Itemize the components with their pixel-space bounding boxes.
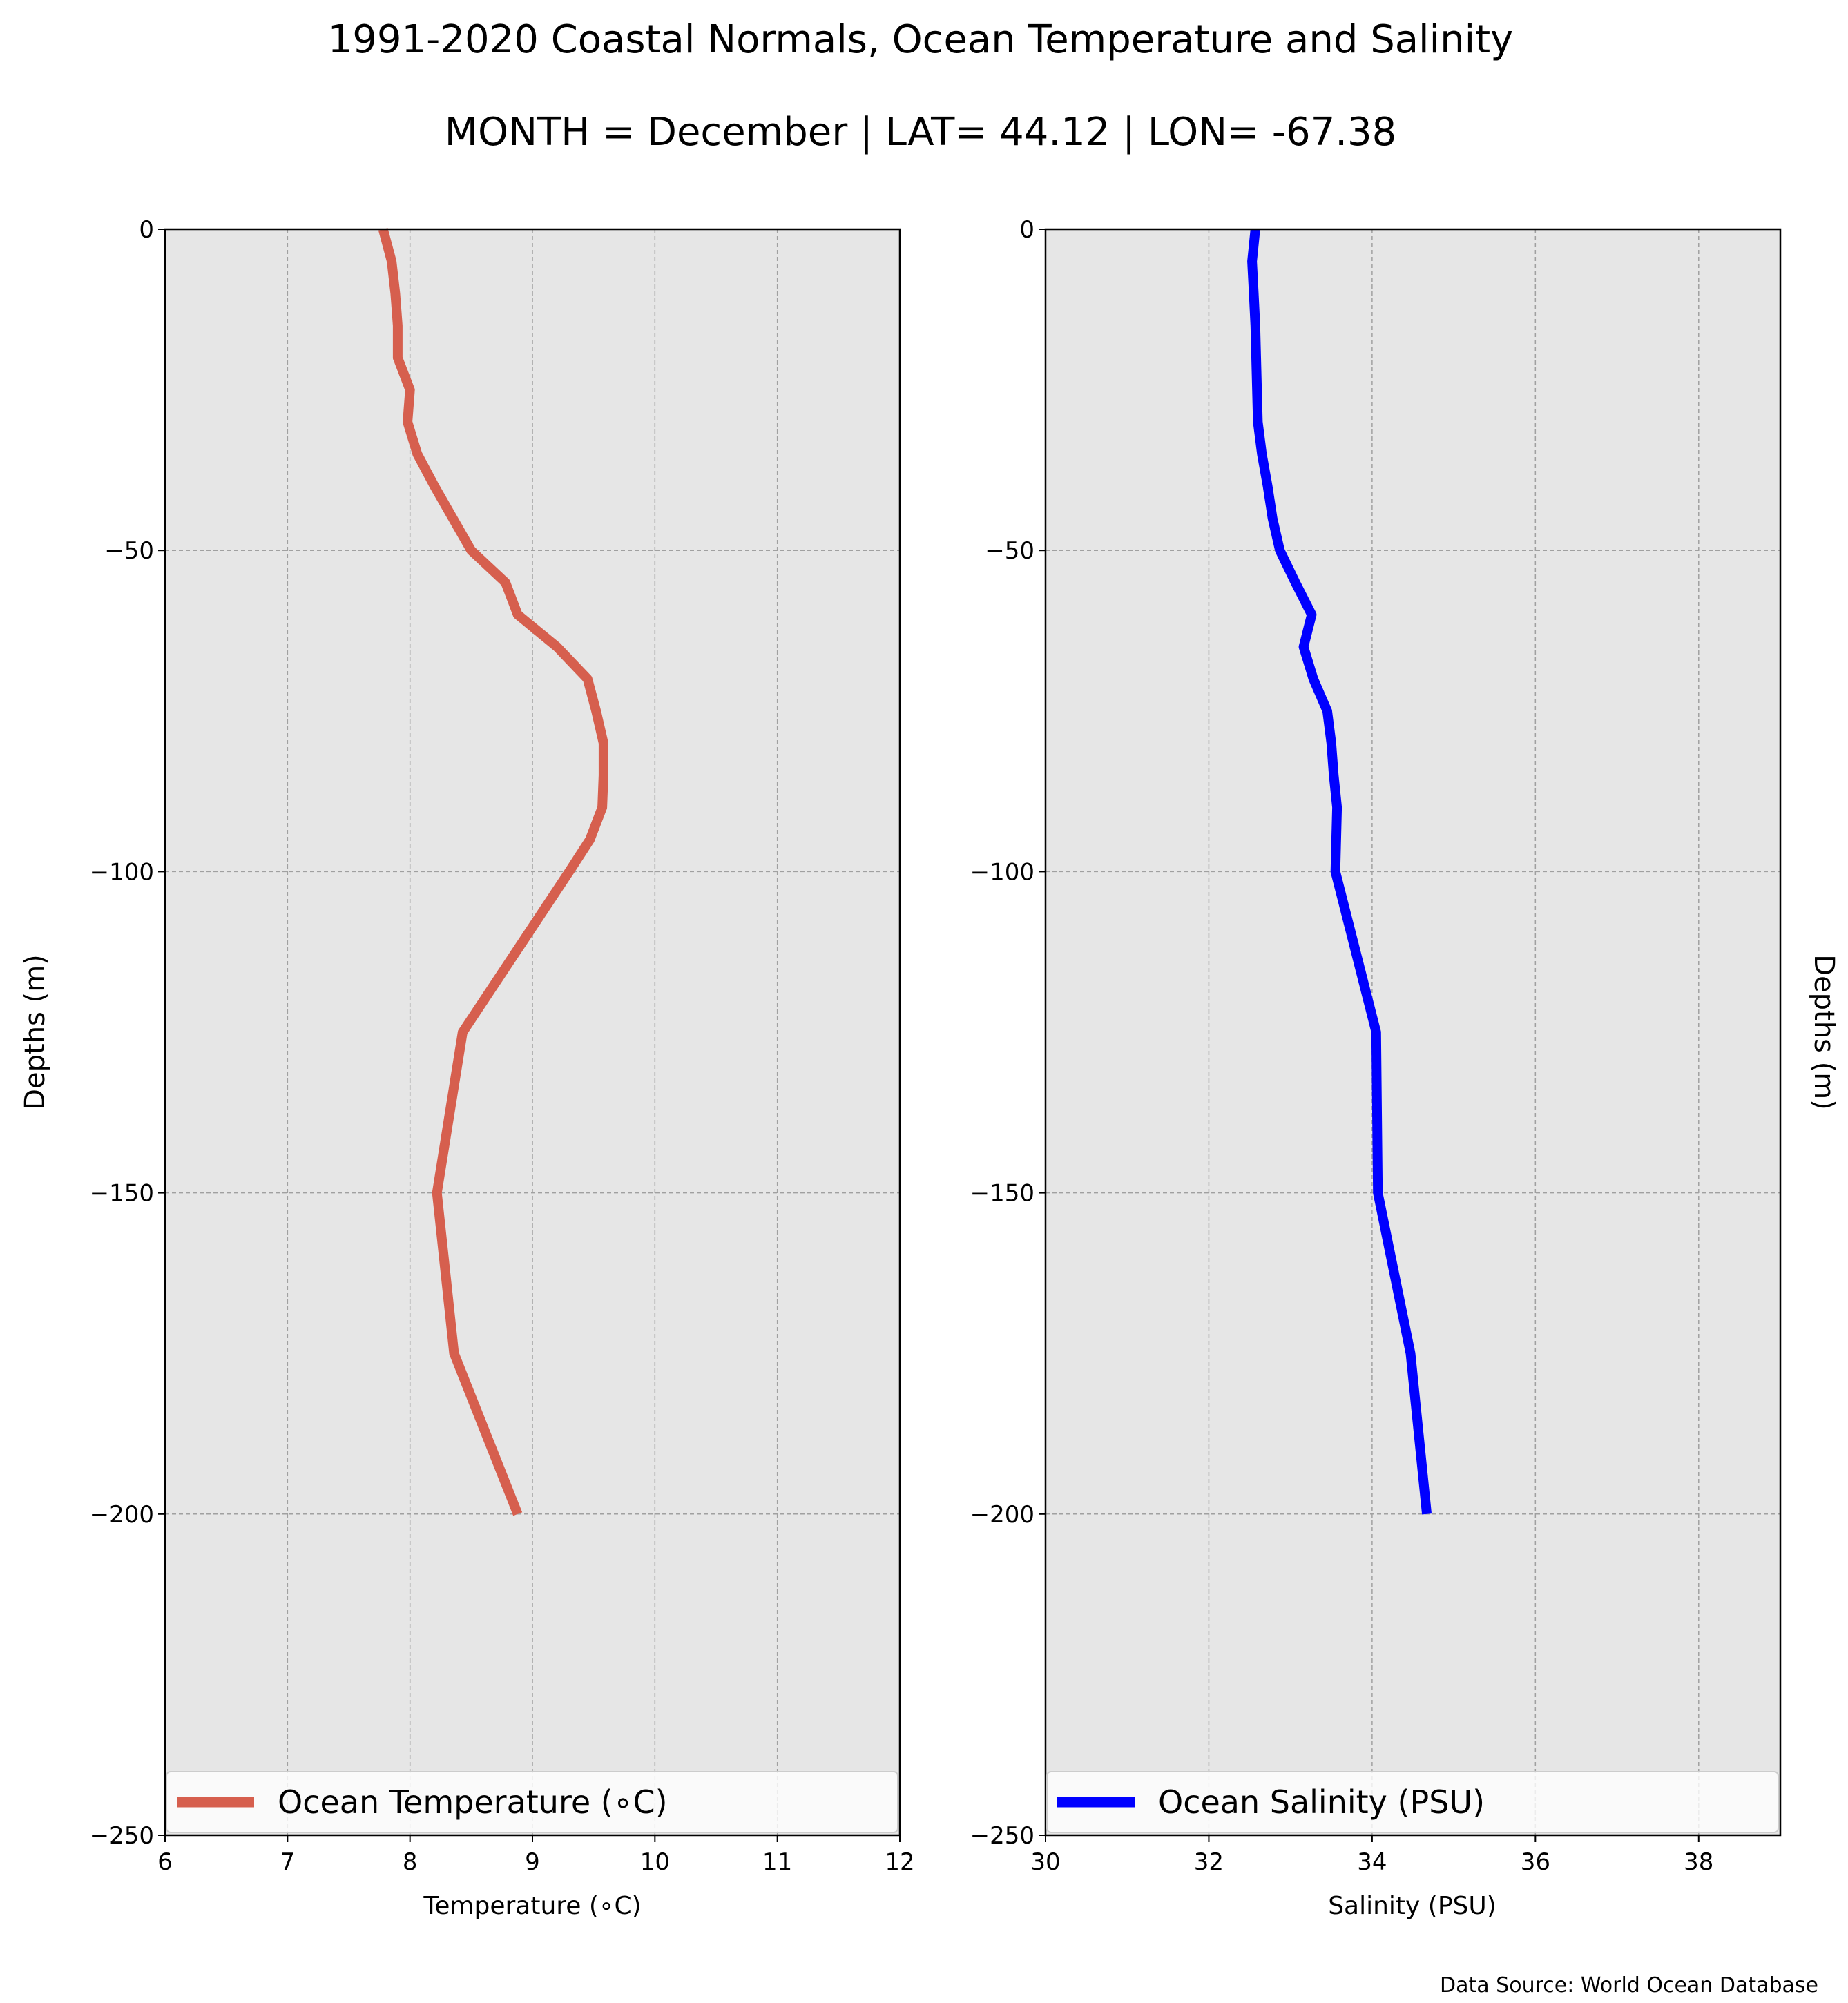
salinity-x-tick-label: 36 [1521, 1848, 1550, 1876]
temperature-x-tick-label: 10 [640, 1848, 670, 1876]
salinity-y-tick-label: −200 [970, 1501, 1034, 1529]
salinity-series [1247, 229, 1432, 1515]
temperature-y-tick-label: −150 [90, 1180, 154, 1208]
temperature-legend-box [166, 1771, 898, 1833]
salinity-x-tick-label: 30 [1030, 1848, 1060, 1876]
temperature-x-tick-label: 12 [885, 1848, 914, 1876]
salinity-x-tick-label: 34 [1357, 1848, 1387, 1876]
temperature-y-axis-label: Depths (m) [19, 954, 51, 1110]
temperature-series [378, 228, 608, 1516]
salinity-y-tick-label: −250 [970, 1822, 1034, 1850]
temperature-x-tick-label: 9 [525, 1848, 540, 1876]
salinity-y-ticks: 0 −50 −100 −150 −200 −250 [970, 216, 1046, 1850]
temperature-x-tick-label: 6 [157, 1848, 173, 1876]
salinity-x-tick-label: 32 [1194, 1848, 1224, 1876]
temperature-legend-label: Ocean Temperature (∘C) [278, 1783, 668, 1821]
temperature-y-tick-label: −50 [104, 537, 154, 565]
temperature-y-tick-label: −200 [90, 1501, 154, 1529]
salinity-x-ticks: 30 32 34 36 38 [1030, 1835, 1713, 1876]
temperature-profile-line [378, 228, 608, 1516]
salinity-x-axis-label: Salinity (PSU) [1328, 1892, 1496, 1920]
temperature-x-tick-label: 7 [280, 1848, 296, 1876]
temperature-legend: Ocean Temperature (∘C) [166, 1771, 898, 1833]
chart-subtitle: MONTH = December | LAT= 44.12 | LON= -67… [445, 110, 1397, 155]
temperature-x-tick-label: 8 [403, 1848, 418, 1876]
salinity-legend-box [1046, 1771, 1779, 1833]
temperature-grid [165, 229, 900, 1835]
salinity-plot-frame [1044, 228, 1782, 1837]
temperature-y-tick-label: 0 [139, 216, 154, 244]
temperature-y-tick-label: −250 [90, 1822, 154, 1850]
salinity-y-tick-label: 0 [1019, 216, 1034, 244]
data-source-note: Data Source: World Ocean Database [1440, 1973, 1818, 1997]
temperature-x-tick-label: 11 [762, 1848, 792, 1876]
salinity-y-axis-label: Depths (m) [1808, 954, 1840, 1110]
salinity-profile-line [1247, 229, 1432, 1515]
salinity-panel: 30 32 34 36 38 0 −50 −100 −150 −200 −250 Salinity… [970, 216, 1840, 1920]
temperature-x-axis-label: Temperature (∘C) [423, 1892, 641, 1920]
salinity-legend-label: Ocean Salinity (PSU) [1158, 1783, 1485, 1821]
salinity-y-tick-label: −50 [985, 537, 1034, 565]
temperature-x-ticks: 6 7 8 9 10 11 12 [157, 1835, 915, 1876]
temperature-y-ticks: 0 −50 −100 −150 −200 −250 [90, 216, 165, 1850]
chart-title: 1991-2020 Coastal Normals, Ocean Tempera… [328, 17, 1514, 62]
temperature-y-tick-label: −100 [90, 858, 154, 886]
salinity-y-tick-label: −150 [970, 1180, 1034, 1208]
salinity-y-tick-label: −100 [970, 858, 1034, 886]
temperature-panel: 6 7 8 9 10 11 12 0 −50 −100 −150 −200 −250 Temperat… [19, 216, 915, 1920]
salinity-x-tick-label: 38 [1684, 1848, 1713, 1876]
salinity-plot-area [1046, 229, 1780, 1835]
salinity-legend: Ocean Salinity (PSU) [1046, 1771, 1779, 1833]
